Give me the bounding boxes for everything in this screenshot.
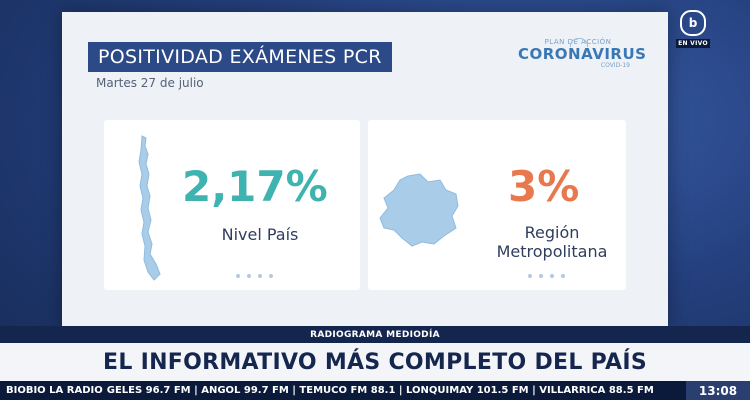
card-region-positivity: 3% Región Metropolitana	[368, 120, 626, 290]
card-country-positivity: 2,17% Nivel País	[104, 120, 360, 290]
ticker-text: GELES 96.7 FM | ANGOL 99.7 FM | TEMUCO F…	[106, 385, 654, 396]
logo-arc-icon	[570, 38, 588, 47]
region-value: 3%	[508, 162, 580, 211]
live-badge: EN VIVO	[676, 39, 710, 48]
logo-covid-text: COVID-19	[600, 62, 630, 69]
clock: 13:08	[686, 381, 750, 400]
region-map-icon	[379, 173, 459, 247]
radio-name: BIOBIO LA RADIO	[6, 385, 103, 396]
news-ticker: BIOBIO LA RADIO GELES 96.7 FM | ANGOL 99…	[0, 381, 750, 400]
slide-title: POSITIVIDAD EXÁMENES PCR	[88, 42, 392, 72]
chile-map-icon	[138, 135, 161, 281]
card-pagination-dots	[236, 274, 273, 278]
program-name: RADIOGRAMA MEDIODÍA	[0, 326, 750, 343]
channel-mark-icon: b	[680, 10, 706, 36]
slide-date: Martes 27 de julio	[96, 76, 204, 90]
card-pagination-dots	[528, 274, 565, 278]
headline: EL INFORMATIVO MÁS COMPLETO DEL PAÍS	[0, 343, 750, 381]
broadcast-slide: POSITIVIDAD EXÁMENES PCR Martes 27 de ju…	[62, 12, 668, 328]
country-label: Nivel País	[221, 225, 299, 244]
country-value: 2,17%	[182, 162, 328, 211]
coronavirus-plan-logo: PLAN DE ACCIÓN CORONAVIRUS COVID-19	[518, 38, 647, 69]
channel-logo: b EN VIVO	[676, 10, 710, 48]
logo-word: CORONAVIRUS	[518, 45, 647, 63]
region-label-line1: Región	[524, 223, 580, 242]
region-label-line2: Metropolitana	[496, 242, 608, 261]
